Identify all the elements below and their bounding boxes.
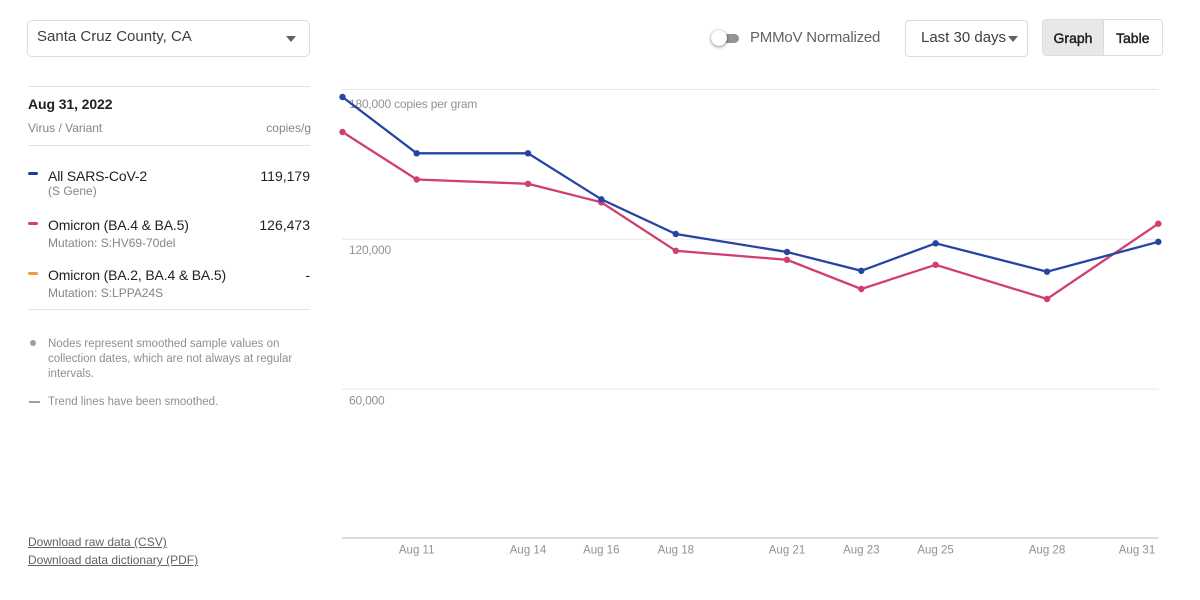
svg-text:Aug 16: Aug 16 — [583, 545, 619, 557]
svg-text:Aug 14: Aug 14 — [510, 545, 547, 557]
svg-text:Aug 31: Aug 31 — [1119, 545, 1155, 557]
svg-text:Aug 11: Aug 11 — [399, 545, 435, 557]
svg-text:120,000: 120,000 — [349, 243, 392, 257]
svg-text:Aug 28: Aug 28 — [1029, 545, 1065, 557]
svg-text:Aug 25: Aug 25 — [917, 545, 953, 557]
svg-text:60,000: 60,000 — [349, 393, 385, 407]
svg-text:Aug 23: Aug 23 — [843, 545, 879, 557]
svg-text:Aug 21: Aug 21 — [769, 545, 805, 557]
svg-text:Aug 18: Aug 18 — [658, 545, 694, 557]
svg-text:180,000 copies per gram: 180,000 copies per gram — [349, 97, 477, 111]
